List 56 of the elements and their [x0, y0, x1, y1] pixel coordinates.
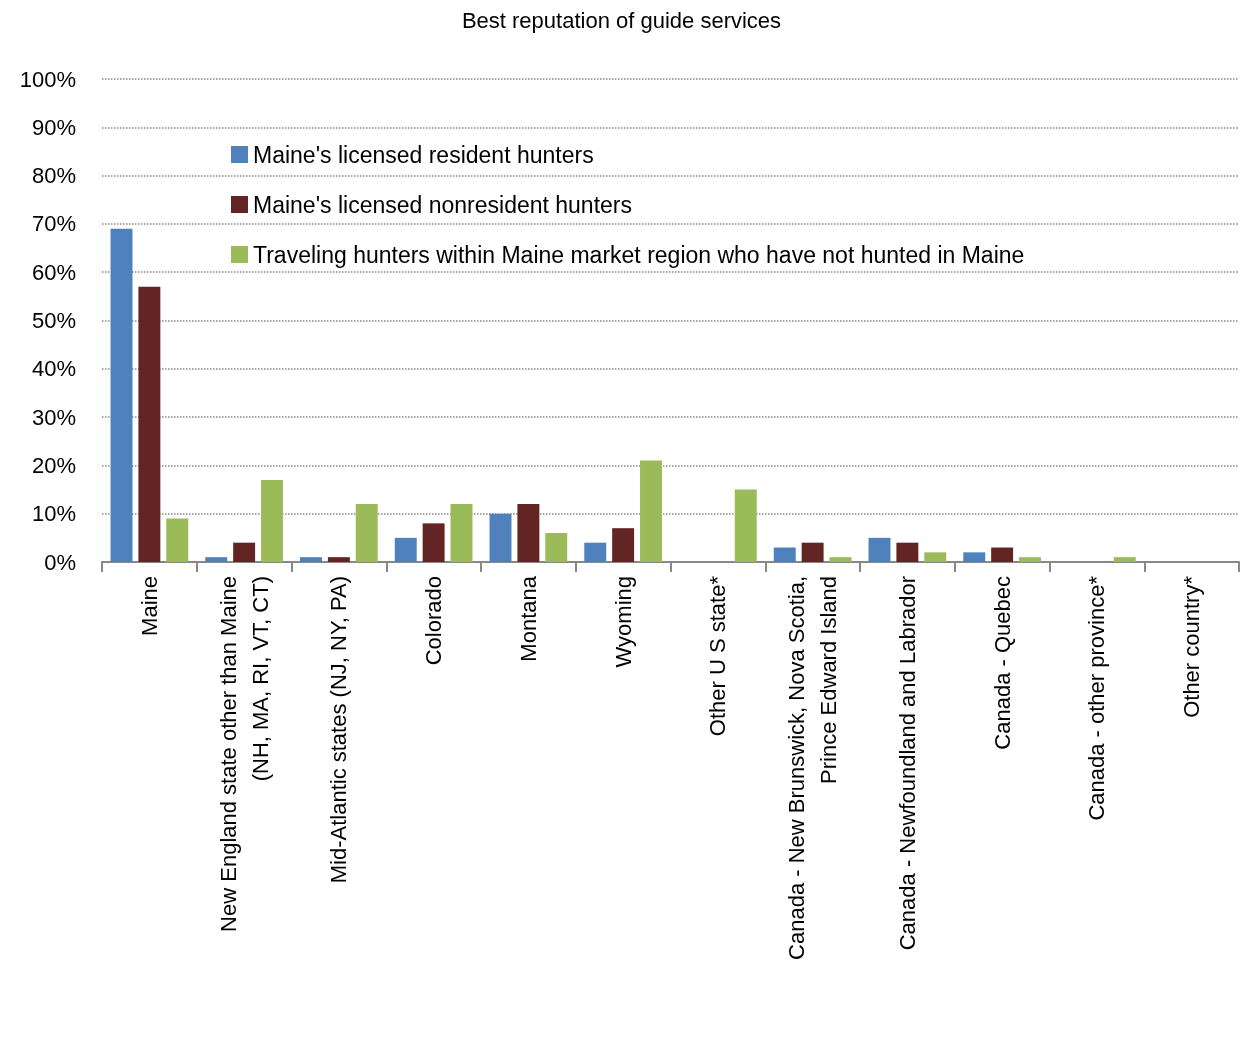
bar — [110, 228, 133, 562]
chart-title: Best reputation of guide services — [461, 7, 782, 33]
y-tick-label: 90% — [31, 114, 76, 140]
y-tick-label: 0% — [44, 549, 76, 575]
legend-label: Traveling hunters within Maine market region who have not hunted in Maine — [253, 241, 1025, 268]
bar — [640, 460, 662, 562]
x-tick-label: Other U S state* — [705, 575, 731, 737]
y-tick-label: 20% — [31, 452, 76, 478]
bar — [868, 537, 891, 562]
x-tick-label: Maine — [136, 576, 162, 636]
x-tick-label: Mid-Atlantic states (NJ, NY, PA) — [326, 576, 352, 884]
y-tick-label: 40% — [31, 356, 76, 382]
x-tick-label: Canada - Newfoundland and Labrador — [894, 576, 920, 951]
bar — [734, 489, 757, 562]
y-tick-label: 10% — [31, 501, 76, 527]
bar — [166, 518, 189, 562]
x-tick-label: Canada - Quebec — [989, 576, 1015, 750]
bar — [612, 528, 635, 562]
bar — [801, 542, 824, 562]
bar — [545, 533, 568, 562]
bar — [896, 542, 919, 562]
x-tick-label: Canada - other province* — [1084, 575, 1110, 821]
x-tick-label: Montana — [515, 575, 541, 662]
x-tick-label: Canada - New Brunswick, Nova Scotia, Prince Edward Island — [784, 576, 842, 960]
x-tick-label: Other country* — [1179, 575, 1205, 718]
bar — [327, 557, 350, 562]
x-tick-label: Colorado — [421, 576, 447, 666]
y-tick-label: 50% — [31, 308, 76, 333]
x-tick-label: Wyoming — [610, 576, 636, 668]
y-tick-label: 80% — [31, 163, 76, 189]
y-tick-label: 70% — [31, 211, 76, 237]
bar — [773, 547, 796, 562]
legend-label: Maine's licensed nonresident hunters — [253, 191, 633, 218]
bar — [300, 557, 322, 562]
bar — [829, 557, 852, 562]
bar — [394, 537, 417, 562]
bar — [1113, 557, 1136, 562]
bar — [991, 547, 1014, 562]
bar — [584, 542, 607, 562]
bar — [517, 504, 540, 562]
bar — [1019, 557, 1041, 562]
bar — [233, 542, 256, 562]
bar — [355, 504, 378, 562]
bar — [450, 504, 473, 562]
y-tick-label: 60% — [31, 259, 76, 285]
y-tick-label: 30% — [31, 404, 76, 430]
y-tick-label: 100% — [19, 66, 76, 92]
bar — [261, 479, 283, 562]
bar — [205, 557, 228, 562]
bar — [138, 286, 161, 562]
bar — [489, 513, 512, 562]
bar — [422, 523, 445, 562]
legend-label: Maine's licensed resident hunters — [253, 141, 594, 168]
bar — [963, 552, 986, 562]
bar — [924, 552, 947, 562]
x-tick-label: New England state other than Maine (NH, MA, RI, VT, CT) — [215, 576, 273, 932]
